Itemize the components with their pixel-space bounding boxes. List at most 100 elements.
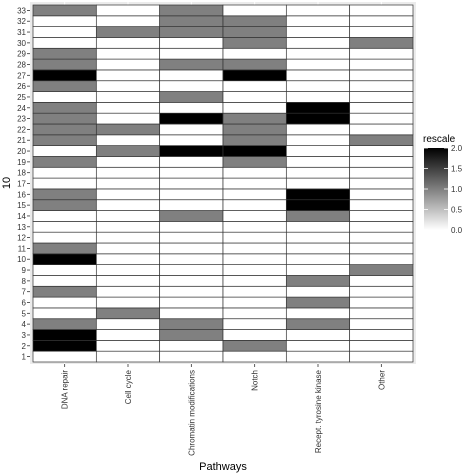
heatmap-cell (349, 58, 414, 71)
y-tick-label: 12 (17, 234, 26, 243)
heatmap-cell (159, 102, 224, 114)
heatmap-cell (349, 307, 414, 320)
y-tick-label: 6 (22, 299, 27, 308)
heatmap-cell (349, 188, 414, 201)
heatmap-cell (222, 80, 287, 92)
heatmap-cell (95, 145, 161, 157)
x-tick-label: Other (377, 370, 386, 390)
heatmap-cell (222, 188, 287, 201)
y-axis-title: 10 (1, 177, 13, 189)
heatmap-cell (159, 166, 224, 179)
heatmap-cell (349, 231, 414, 244)
heatmap-cell (159, 221, 224, 233)
y-tick-label: 19 (17, 158, 26, 167)
heatmap-cell (285, 15, 351, 27)
heatmap-cell (222, 210, 287, 222)
y-tick-label: 5 (22, 309, 27, 318)
heatmap-cell (349, 285, 414, 298)
heatmap-cell (95, 156, 161, 168)
x-tick-label: Chromatin modifications (187, 370, 196, 456)
heatmap-cell (285, 156, 351, 168)
y-tick-label: 4 (22, 320, 27, 329)
heatmap-cell (285, 264, 351, 276)
y-tick-label: 23 (17, 115, 26, 124)
heatmap-cell (222, 275, 287, 287)
legend-title: rescale (423, 134, 456, 145)
heatmap-cell (159, 264, 224, 276)
legend-tick-label: 1.5 (451, 165, 463, 174)
heatmap-cell (159, 188, 224, 201)
heatmap-cell (32, 145, 97, 157)
y-tick-label: 16 (17, 190, 26, 199)
heatmap-cell (95, 134, 161, 146)
heatmap-cell (95, 37, 161, 49)
y-tick-label: 8 (22, 277, 27, 286)
heatmap-cell (222, 15, 287, 27)
heatmap-cell (32, 123, 97, 136)
heatmap-cell (32, 318, 97, 330)
heatmap-cell (159, 112, 224, 125)
heatmap-cell (159, 145, 224, 157)
heatmap-cell (222, 156, 287, 168)
heatmap-cell (95, 4, 161, 17)
x-tick-label: Notch (251, 370, 260, 391)
heatmap-cell (349, 350, 414, 363)
heatmap-cell (222, 242, 287, 255)
legend-ticks: 2.0 1.5 1.0 0.5 0.0 (424, 144, 463, 235)
heatmap-cell (159, 307, 224, 320)
y-tick-label: 10 (17, 255, 26, 264)
heatmap-cell (32, 350, 97, 363)
heatmap-cell (95, 275, 161, 287)
x-tick-label: Cell cycle (124, 369, 133, 404)
heatmap-cell (285, 91, 351, 103)
heatmap-cell (95, 242, 161, 255)
heatmap-cell (95, 307, 161, 320)
heatmap-cell (95, 26, 161, 38)
y-tick-label: 29 (17, 50, 26, 59)
heatmap-cell (159, 47, 224, 60)
heatmap-cell (285, 69, 351, 82)
heatmap-cell (349, 123, 414, 136)
heatmap-cell (95, 350, 161, 363)
heatmap-cell (95, 329, 161, 341)
heatmap-cell (95, 264, 161, 276)
heatmap-cell (285, 145, 351, 157)
heatmap-cell (285, 296, 351, 309)
heatmap-cell (222, 177, 287, 190)
heatmap-cell (349, 112, 414, 125)
y-axis-ticks: 1234567891011121314151617181920212223242… (17, 6, 30, 362)
y-tick-label: 13 (17, 223, 26, 232)
heatmap-cell (159, 37, 224, 49)
heatmap-cell (32, 112, 97, 125)
heatmap-cell (32, 210, 97, 222)
x-axis-title: Pathways (199, 461, 247, 473)
x-axis-ticks: DNA repair Cell cycle Chromatin modificati… (61, 364, 386, 456)
heatmap-cell (159, 275, 224, 287)
heatmap-cell (95, 340, 161, 352)
heatmap-cell (349, 134, 414, 146)
heatmap-cell (32, 166, 97, 179)
heatmap-cell (349, 47, 414, 60)
heatmap-cell (159, 177, 224, 190)
heatmap-cell (285, 231, 351, 244)
heatmap-cell (95, 15, 161, 27)
heatmap-cell (95, 47, 161, 60)
heatmap-cell (285, 166, 351, 179)
heatmap-cell (222, 318, 287, 330)
legend-tick-label: 0.5 (451, 206, 463, 215)
y-tick-label: 31 (17, 28, 26, 37)
heatmap-cell (159, 350, 224, 363)
heatmap-cell (349, 4, 414, 17)
heatmap-cell (95, 112, 161, 125)
heatmap-cell (349, 26, 414, 38)
y-tick-label: 33 (17, 6, 26, 15)
heatmap-cell (285, 102, 351, 114)
heatmap-cell (349, 145, 414, 157)
heatmap-cell (349, 210, 414, 222)
heatmap-cell (222, 296, 287, 309)
heatmap-cell (159, 210, 224, 222)
heatmap-cell (285, 318, 351, 330)
heatmap-cell (222, 112, 287, 125)
heatmap-cell (32, 329, 97, 341)
